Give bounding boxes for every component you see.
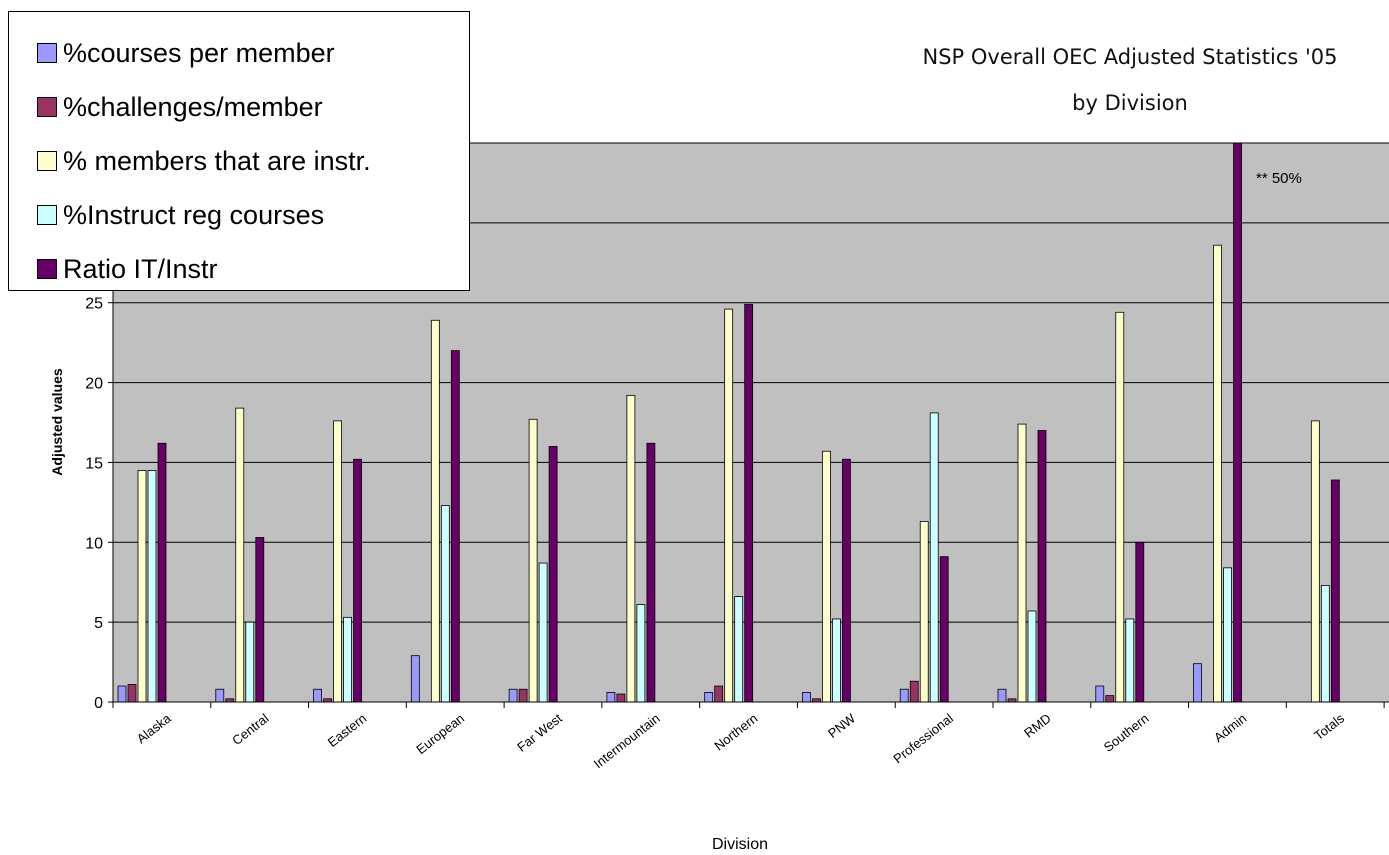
bar (704, 692, 714, 703)
x-tick-label: Central (229, 710, 271, 748)
chart-title: NSP Overall OEC Adjusted Statistics '05 … (880, 34, 1380, 126)
bar (1027, 610, 1037, 703)
bar (147, 470, 157, 703)
bar (616, 693, 626, 703)
y-axis-label: Adjusted values (49, 368, 65, 476)
bar (626, 394, 636, 703)
y-tick-label: 0 (94, 695, 103, 712)
bar (1320, 585, 1330, 703)
legend-swatch (37, 43, 57, 63)
chart-legend: %courses per member %challenges/member %… (8, 11, 470, 291)
bar (450, 350, 460, 703)
y-tick-label: 10 (85, 535, 103, 552)
bar (255, 537, 265, 703)
bar (744, 303, 754, 703)
bar (1125, 618, 1135, 703)
legend-item-challenges: %challenges/member (37, 92, 323, 122)
x-tick-label: Far West (514, 710, 565, 754)
bar (1213, 244, 1222, 703)
y-tick-label: 15 (85, 455, 103, 472)
bar (440, 505, 450, 703)
y-tick-label: 20 (85, 376, 103, 393)
x-tick-label: RMD (1021, 711, 1054, 741)
chart-title-line-1: NSP Overall OEC Adjusted Statistics '05 (922, 45, 1338, 69)
bar (832, 618, 841, 703)
y-tick-label: 25 (85, 296, 103, 313)
x-tick-label: Professional (890, 710, 956, 766)
x-tick-label: Admin (1211, 711, 1249, 746)
bar (909, 680, 919, 703)
bar (1135, 541, 1145, 703)
y-tick-label: 5 (94, 615, 103, 632)
bar (724, 308, 734, 703)
legend-label: %courses per member (63, 37, 335, 68)
x-tick-label: Southern (1101, 711, 1152, 755)
bar (215, 688, 225, 703)
bar (646, 442, 656, 703)
bar (1233, 142, 1242, 703)
bar (245, 621, 255, 703)
legend-label: %challenges/member (63, 91, 323, 122)
x-tick-label: Northern (711, 711, 760, 754)
x-tick-label: Totals (1311, 710, 1347, 743)
bar (548, 446, 558, 703)
bar (313, 688, 322, 703)
bar (714, 685, 724, 703)
x-tick-label: Intermountain (591, 711, 663, 772)
bar (430, 319, 440, 703)
bar (899, 688, 909, 703)
bar (822, 450, 831, 703)
bar (1037, 430, 1047, 703)
x-tick-label: European (413, 711, 467, 758)
bar (235, 407, 245, 703)
bar (919, 521, 929, 703)
bar (1310, 420, 1320, 703)
legend-label: % members that are instr. (63, 145, 371, 176)
bar (606, 692, 616, 703)
legend-swatch (37, 205, 57, 225)
legend-label: %Instruct reg courses (63, 199, 325, 230)
bar (929, 412, 939, 703)
x-tick-label: PNW (825, 710, 859, 741)
legend-item-members-instr: % members that are instr. (37, 146, 371, 176)
bar (410, 655, 420, 703)
bar (1330, 479, 1340, 703)
bar (1115, 311, 1125, 703)
bar (117, 685, 127, 703)
bar (997, 688, 1007, 703)
chart-title-line-2: by Division (1072, 91, 1188, 115)
legend-swatch (37, 151, 57, 171)
overflow-annotation: ** 50% (1256, 170, 1302, 187)
bar (1105, 695, 1115, 703)
x-tick-label: Eastern (325, 711, 370, 750)
bar (127, 684, 137, 703)
bar (1223, 567, 1232, 703)
x-tick-label: Alaska (134, 710, 175, 746)
bar (538, 562, 548, 703)
bar (157, 442, 167, 703)
bar (1017, 423, 1027, 703)
bar (842, 458, 851, 703)
bar (734, 596, 744, 703)
legend-item-ratio: Ratio IT/Instr (37, 254, 218, 284)
bar (528, 418, 538, 703)
bar (802, 692, 811, 703)
legend-item-instruct-reg: %Instruct reg courses (37, 200, 324, 230)
bar (1095, 685, 1105, 703)
legend-item-courses: %courses per member (37, 38, 335, 68)
bar (137, 470, 147, 703)
bar (518, 688, 528, 703)
bar (636, 604, 646, 703)
legend-swatch (37, 259, 57, 279)
legend-swatch (37, 97, 57, 117)
bar (508, 688, 518, 703)
bar (353, 458, 362, 703)
bar (343, 616, 352, 703)
legend-label: Ratio IT/Instr (63, 253, 218, 284)
x-axis-label: Division (711, 836, 768, 853)
bar (1193, 663, 1202, 703)
bar (939, 556, 949, 703)
bar (333, 420, 342, 703)
